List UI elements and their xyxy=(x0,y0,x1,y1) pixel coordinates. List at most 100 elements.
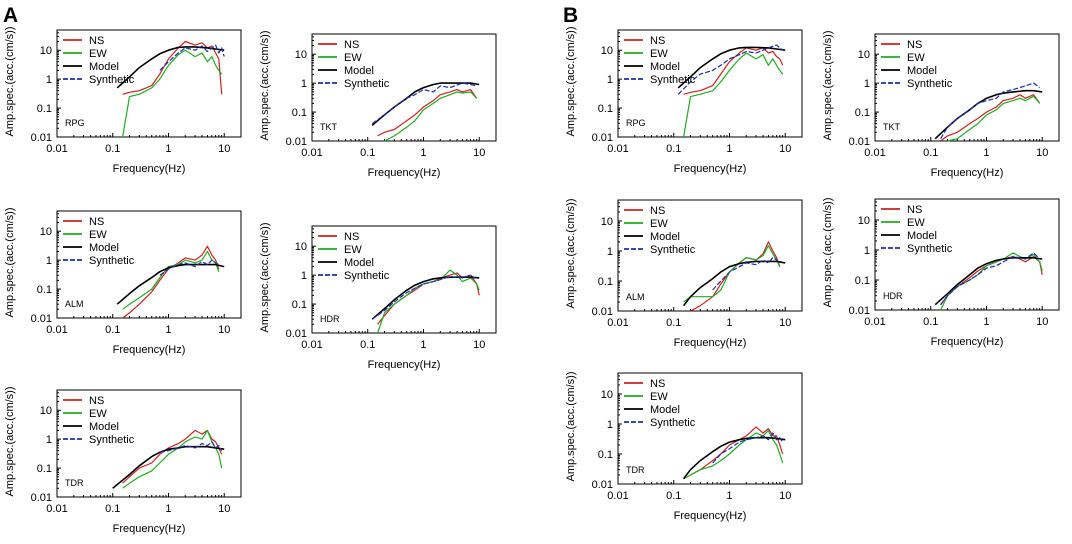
station-label: ALM xyxy=(626,292,645,302)
x-tick-label: 10 xyxy=(1036,316,1048,328)
x-tick-label: 1 xyxy=(165,503,171,515)
series-ns-line xyxy=(122,40,223,95)
series-model-line xyxy=(677,46,786,89)
series-model-line xyxy=(116,263,225,305)
chart-a-tkt: 0.01 0.1 1 10 0.01 0.1 1 10 Frequency(Hz) Amp.spe… xyxy=(259,30,497,179)
series-model-line xyxy=(116,46,225,89)
y-tick-label: 0.1 xyxy=(37,103,52,115)
x-tick-label: 1 xyxy=(165,143,171,155)
x-axis-title: Frequency(Hz) xyxy=(674,337,747,349)
x-tick-label: 10 xyxy=(779,317,791,329)
legend-label-ns: NS xyxy=(89,395,104,407)
y-tick-label: 0.1 xyxy=(598,103,613,115)
y-tick-label: 1 xyxy=(864,245,870,257)
y-tick-label: 0.01 xyxy=(849,136,870,148)
series-model-line xyxy=(112,445,225,489)
x-tick-label: 0.01 xyxy=(864,316,885,328)
panel-letter-b: B xyxy=(563,4,578,27)
y-tick-label: 10 xyxy=(601,389,613,401)
chart-a-rpg: 0.01 0.1 1 10 0.01 0.1 1 10 Frequency(Hz) Amp.spe… xyxy=(4,26,242,175)
legend-label-ew: EW xyxy=(650,48,668,60)
x-tick-label: 0.1 xyxy=(360,147,375,159)
y-tick-label: 0.1 xyxy=(292,107,307,119)
y-tick-label: 10 xyxy=(295,49,307,61)
y-axis-title: Amp.spec.(acc.(cm/s)) xyxy=(565,26,577,136)
y-tick-label: 0.01 xyxy=(286,136,307,148)
series-synthetic-line xyxy=(712,257,781,291)
chart-b-tdr: 0.01 0.1 1 10 0.01 0.1 1 10 Frequency(Hz) Amp.spe… xyxy=(565,371,803,522)
legend-label-synthetic: Synthetic xyxy=(89,434,135,446)
legend-label-ns: NS xyxy=(89,35,104,47)
legend-label-ns: NS xyxy=(650,35,665,47)
legend-label-ns: NS xyxy=(650,205,665,217)
x-axis-title: Frequency(Hz) xyxy=(674,510,747,522)
x-axis-title: Frequency(Hz) xyxy=(113,163,186,175)
x-tick-label: 0.1 xyxy=(666,490,681,502)
series-synthetic-line xyxy=(940,82,1041,140)
series-ew-line xyxy=(683,52,784,138)
y-tick-label: 0.01 xyxy=(31,313,52,325)
series-ns-line xyxy=(683,47,784,95)
legend-label-model: Model xyxy=(89,61,119,73)
series-synthetic-line xyxy=(940,252,1041,306)
y-tick-label: 0.1 xyxy=(855,275,870,287)
x-tick-label: 10 xyxy=(218,324,230,336)
y-tick-label: 0.01 xyxy=(592,306,613,318)
y-tick-label: 1 xyxy=(46,74,52,86)
station-label: RPG xyxy=(626,118,646,128)
x-tick-label: 1 xyxy=(983,316,989,328)
legend-label-model: Model xyxy=(650,231,680,243)
y-tick-label: 10 xyxy=(858,215,870,227)
legend-label-model: Model xyxy=(907,230,937,242)
legend-label-ew: EW xyxy=(907,52,925,64)
y-tick-label: 0.1 xyxy=(598,276,613,288)
x-axis-title: Frequency(Hz) xyxy=(931,167,1004,179)
series-synthetic-line xyxy=(159,441,223,453)
legend-label-ns: NS xyxy=(344,231,359,243)
series-synthetic-line xyxy=(159,259,220,276)
y-tick-label: 1 xyxy=(607,419,613,431)
legend-label-synthetic: Synthetic xyxy=(89,74,135,86)
y-axis-title: Amp.spec.(acc.(cm/s)) xyxy=(259,222,271,332)
legend-label-model: Model xyxy=(89,421,119,433)
x-tick-label: 0.1 xyxy=(105,324,120,336)
y-tick-label: 0.1 xyxy=(855,107,870,119)
y-axis-title: Amp.spec.(acc.(cm/s)) xyxy=(565,371,577,481)
x-tick-label: 10 xyxy=(779,490,791,502)
series-ew-line xyxy=(683,245,781,303)
y-axis-title: Amp.spec.(acc.(cm/s)) xyxy=(822,30,834,140)
series-synthetic-line xyxy=(159,44,225,71)
x-axis-title: Frequency(Hz) xyxy=(113,523,186,535)
legend-label-ew: EW xyxy=(89,48,107,60)
y-tick-label: 1 xyxy=(607,246,613,258)
panel-letter-a: A xyxy=(3,4,18,27)
x-tick-label: 0.1 xyxy=(105,503,120,515)
series-ew-line xyxy=(377,269,480,334)
y-tick-label: 1 xyxy=(46,255,52,267)
y-tick-label: 10 xyxy=(858,49,870,61)
x-tick-label: 0.1 xyxy=(923,316,938,328)
series-model-line xyxy=(371,276,480,320)
x-tick-label: 0.1 xyxy=(923,147,938,159)
y-axis-title: Amp.spec.(acc.(cm/s)) xyxy=(4,386,16,496)
station-label: TDR xyxy=(65,478,84,488)
legend-label-ns: NS xyxy=(907,39,922,51)
x-tick-label: 1 xyxy=(420,147,426,159)
x-tick-label: 0.01 xyxy=(607,317,628,329)
legend-label-synthetic: Synthetic xyxy=(89,255,135,267)
legend-label-ns: NS xyxy=(650,378,665,390)
x-tick-label: 0.1 xyxy=(105,143,120,155)
series-synthetic-line xyxy=(677,44,784,95)
x-tick-label: 0.01 xyxy=(46,143,67,155)
legend-label-model: Model xyxy=(344,257,374,269)
y-tick-label: 1 xyxy=(864,78,870,90)
station-label: HDR xyxy=(320,314,340,324)
legend-label-synthetic: Synthetic xyxy=(907,78,953,90)
series-ew-line xyxy=(122,250,220,310)
y-axis-title: Amp.spec.(acc.(cm/s)) xyxy=(822,197,834,307)
legend-label-model: Model xyxy=(89,242,119,254)
x-tick-label: 0.01 xyxy=(46,324,67,336)
series-ew-line xyxy=(683,430,784,480)
series-ns-line xyxy=(940,94,1041,142)
legend-label-ns: NS xyxy=(344,39,359,51)
